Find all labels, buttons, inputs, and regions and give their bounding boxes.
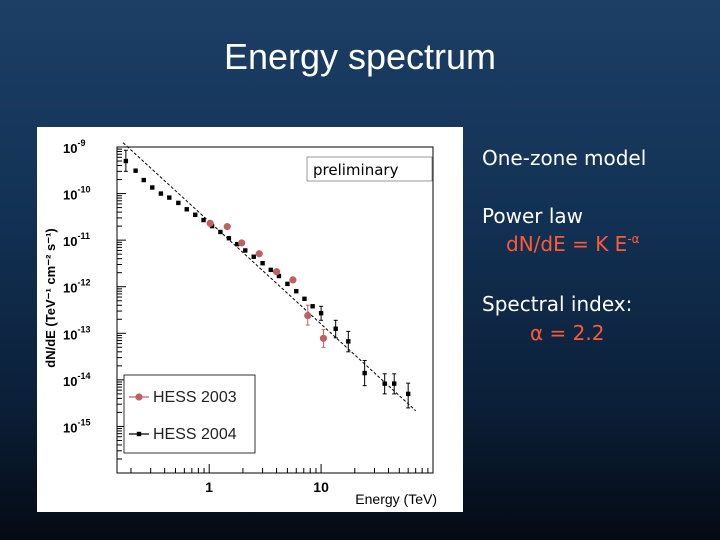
- hess2004-point: [167, 195, 172, 200]
- annotation-box: [306, 156, 433, 182]
- formula-main: dN/dE = K E: [506, 232, 628, 256]
- hess2004-point: [260, 260, 265, 266]
- y-tick-label: 10-13: [63, 324, 90, 342]
- hess2004-point: [318, 310, 324, 316]
- hess2004-point: [193, 212, 198, 218]
- slide-title: Energy spectrum: [223, 36, 497, 77]
- hess2004-point: [294, 289, 299, 294]
- hess2003-point: [238, 239, 246, 247]
- hess2004-point: [218, 229, 223, 235]
- hess2003-point: [304, 311, 312, 320]
- legend-marker-hess2003: [135, 393, 143, 401]
- legend-label-hess2004: HESS 2004: [153, 426, 237, 443]
- hess2004-point: [158, 191, 164, 196]
- x-axis-label: Energy (TeV): [355, 491, 437, 507]
- power-law-label: Power law: [482, 204, 583, 228]
- legend-label-hess2003: HESS 2003: [153, 389, 237, 406]
- model-label: One-zone model: [482, 146, 647, 170]
- hess2004-point: [251, 254, 256, 259]
- hess2003-point: [206, 219, 214, 227]
- hess2004-point: [201, 217, 206, 223]
- hess2004-point: [333, 326, 338, 331]
- y-tick-label: 10-15: [63, 417, 90, 435]
- hess2004-point: [184, 207, 189, 212]
- legend-marker-hess2004: [136, 431, 142, 437]
- hess2004-point: [310, 304, 315, 309]
- hess2004-point: [382, 381, 387, 386]
- hess2004-point: [268, 267, 273, 273]
- y-axis-label: dN/dE (TeV⁻¹ cm⁻² s⁻¹): [43, 228, 58, 368]
- hess2004-point: [405, 391, 411, 397]
- hess2004-point: [276, 273, 282, 279]
- fit-line: [122, 142, 417, 412]
- hess2004-point: [133, 168, 138, 173]
- y-tick-label: 10-9: [63, 138, 85, 156]
- hess2004-point: [141, 177, 146, 183]
- hess2004-point: [285, 281, 290, 287]
- hess2003-point: [255, 250, 263, 258]
- power-law-formula: dN/dE = K E-α: [506, 232, 640, 256]
- hess2004-point: [123, 158, 129, 164]
- hess2003-point: [319, 334, 328, 342]
- spectral-index-label: Spectral index:: [482, 292, 633, 316]
- y-tick-label: 10-10: [63, 185, 90, 203]
- hess2004-point: [243, 248, 248, 253]
- hess2004-point: [235, 241, 240, 247]
- hess2004-point: [302, 296, 307, 302]
- x-tick-label: 1: [205, 479, 213, 495]
- hess2004-point: [346, 339, 351, 344]
- hess2004-point: [391, 381, 397, 386]
- hess2003-point: [289, 276, 297, 284]
- hess2004-point: [150, 185, 155, 190]
- spectrum-chart: 1 10 10-9 10-10 10-11 10-12 10-13 10-14 10-15 Ene…: [37, 127, 463, 512]
- hess2004-point: [176, 200, 181, 206]
- plot-frame: [116, 146, 434, 474]
- spectral-index-value: α = 2.2: [530, 321, 605, 345]
- y-tick-label: 10-12: [63, 278, 90, 296]
- annotation-text: preliminary: [313, 161, 399, 179]
- y-tick-label: 10-11: [63, 231, 90, 249]
- y-tick-label: 10-14: [63, 371, 90, 389]
- x-tick-label: 10: [313, 479, 329, 495]
- chart-svg: 1 10 10-9 10-10 10-11 10-12 10-13 10-14 10-15 Ene…: [43, 138, 437, 507]
- formula-exponent: -α: [627, 232, 640, 246]
- hess2004-point: [362, 370, 367, 376]
- hess2003-point: [272, 268, 281, 276]
- hess2003-point: [223, 223, 231, 231]
- hess2004-point: [226, 236, 232, 241]
- legend-box: [123, 374, 256, 454]
